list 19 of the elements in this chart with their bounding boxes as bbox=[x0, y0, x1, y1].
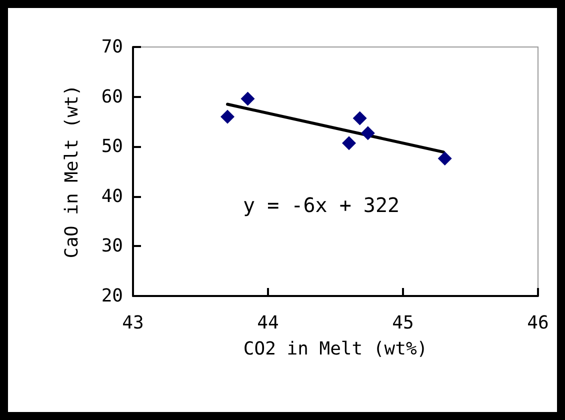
y-tick-label: 20 bbox=[101, 286, 123, 306]
annotation: y = -6x + 322 bbox=[243, 193, 400, 217]
x-axis-title: CO2 in Melt (wt%) bbox=[243, 338, 428, 360]
y-tick-label: 70 bbox=[101, 36, 123, 58]
y-tick-label: 60 bbox=[101, 86, 123, 108]
y-tick-label: 40 bbox=[101, 186, 123, 207]
point bbox=[342, 136, 356, 150]
point bbox=[360, 126, 375, 140]
y-tick-label: 30 bbox=[101, 236, 123, 257]
point bbox=[240, 92, 255, 106]
x-tick-label: 43 bbox=[122, 312, 144, 334]
x-tick-label: 44 bbox=[257, 312, 279, 334]
point bbox=[220, 110, 234, 124]
x-tick-label: 46 bbox=[527, 312, 549, 334]
x-tick-label: 45 bbox=[392, 312, 414, 334]
y-axis-title: CaO in Melt (wt) bbox=[62, 84, 82, 258]
point bbox=[352, 111, 367, 126]
point bbox=[438, 152, 452, 166]
y-tick-label: 50 bbox=[101, 136, 123, 158]
